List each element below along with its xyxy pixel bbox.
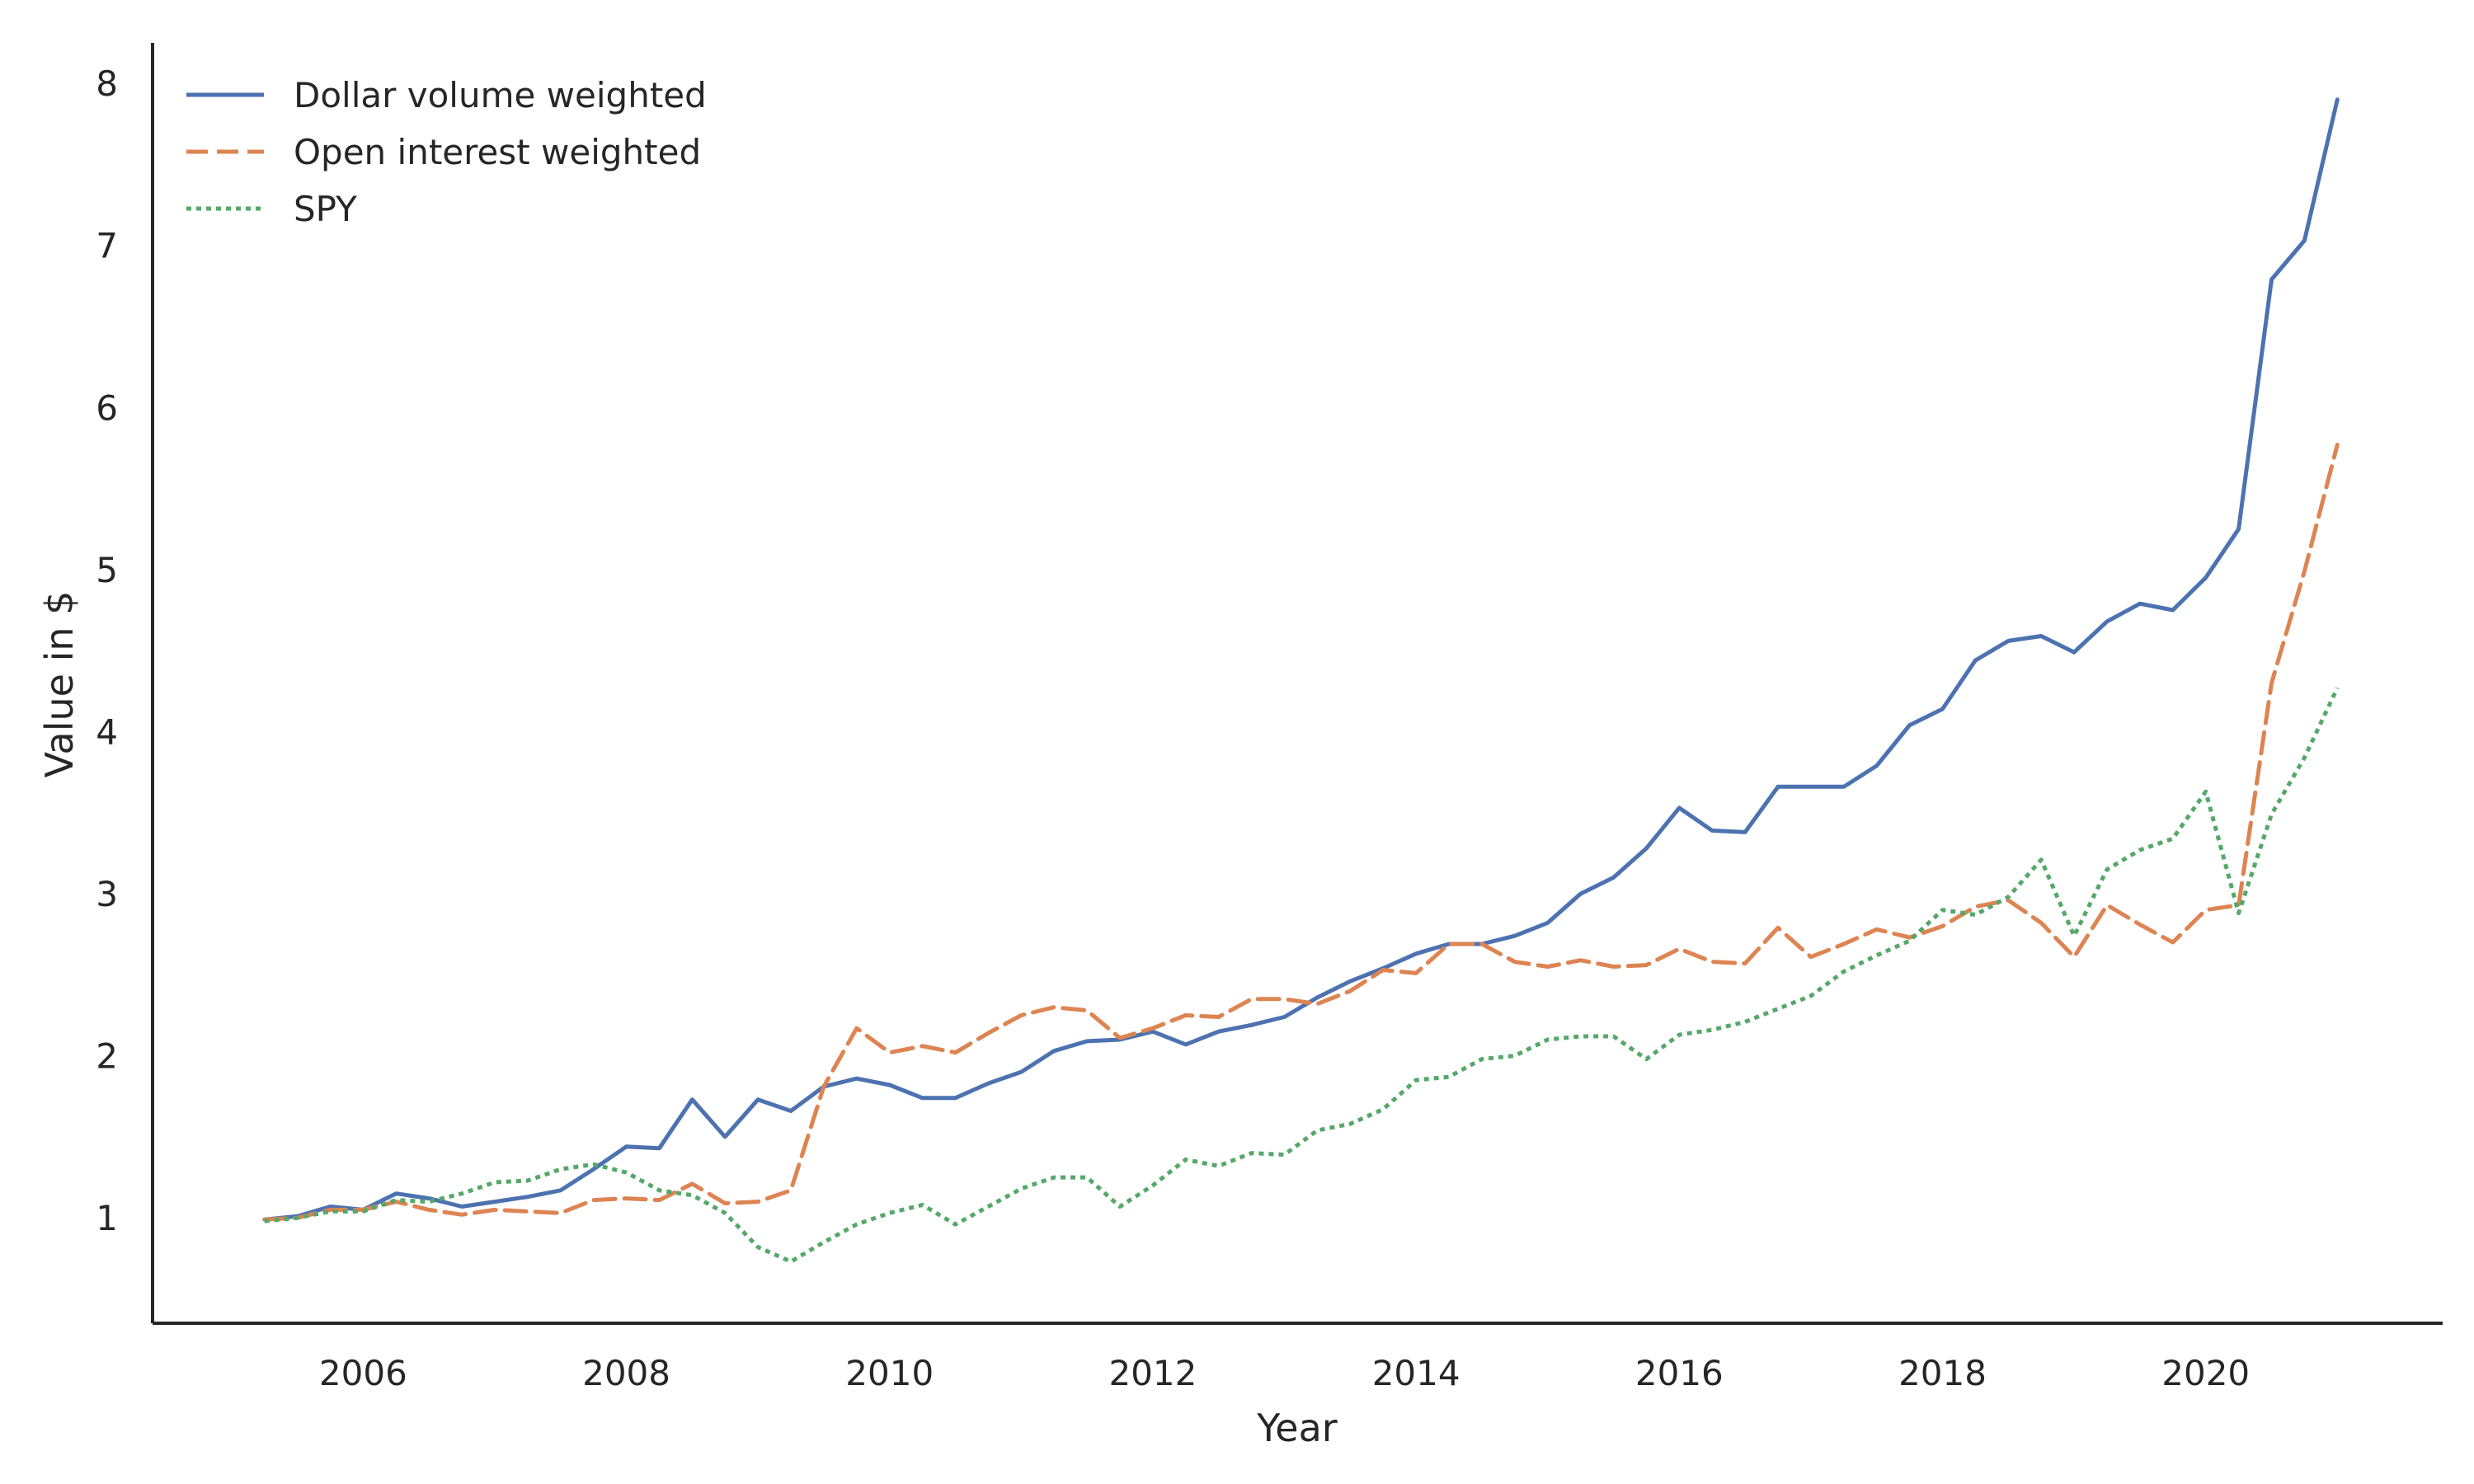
y-tick-label-1: 1 xyxy=(96,1198,118,1238)
legend-label-0: Dollar volume weighted xyxy=(294,75,707,115)
x-tick-label-2012: 2012 xyxy=(1108,1353,1197,1393)
series-line-1 xyxy=(262,443,2340,1222)
y-tick-label-2: 2 xyxy=(96,1036,118,1077)
x-tick-labels: 2006 2008 2010 2012 2014 2016 2018 2020 xyxy=(319,1353,2250,1393)
legend-label-1: Open interest weighted xyxy=(294,132,701,172)
series-layer xyxy=(262,97,2340,1264)
x-tick-label-2016: 2016 xyxy=(1635,1353,1724,1393)
x-tick-label-2020: 2020 xyxy=(2161,1353,2250,1393)
x-tick-label-2014: 2014 xyxy=(1372,1353,1460,1393)
y-tick-label-3: 3 xyxy=(96,874,118,914)
series-line-2 xyxy=(264,687,2340,1264)
legend-label-2: SPY xyxy=(294,189,357,229)
y-tick-label-4: 4 xyxy=(96,711,118,752)
y-tick-label-6: 6 xyxy=(96,387,118,428)
y-axis-label: Value in $ xyxy=(37,591,82,778)
y-tick-label-5: 5 xyxy=(96,550,118,590)
x-axis-label: Year xyxy=(1256,1406,1337,1450)
series-line-0 xyxy=(262,97,2340,1222)
x-tick-label-2008: 2008 xyxy=(582,1353,670,1393)
x-tick-label-2006: 2006 xyxy=(319,1353,407,1393)
x-tick-label-2010: 2010 xyxy=(845,1353,934,1393)
x-tick-label-2018: 2018 xyxy=(1898,1353,1987,1393)
y-tick-label-7: 7 xyxy=(96,226,118,266)
y-tick-label-8: 8 xyxy=(96,63,118,104)
legend: Dollar volume weighted Open interest weig… xyxy=(186,75,707,229)
y-tick-labels: 1 2 3 4 5 6 7 8 xyxy=(96,63,118,1238)
